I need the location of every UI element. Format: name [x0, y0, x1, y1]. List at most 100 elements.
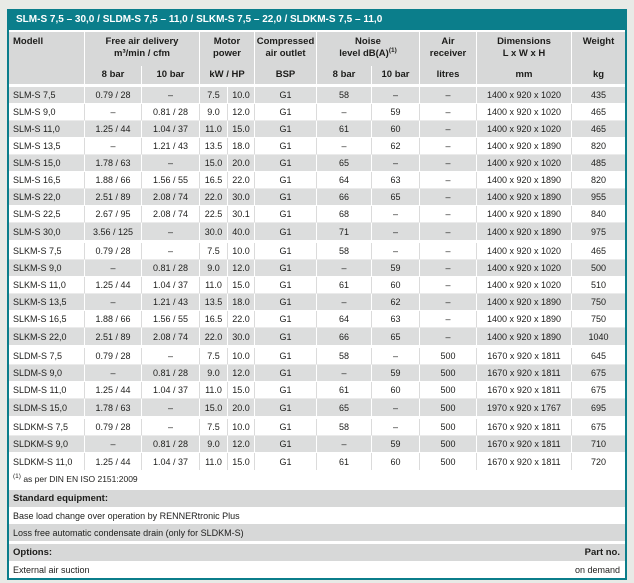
table-cell: 1670 x 920 x 1811 [477, 365, 572, 381]
table-cell: 64 [317, 311, 372, 327]
model-cell: SLKM-S 22,0 [9, 328, 85, 345]
table-cell: – [317, 294, 372, 310]
table-cell: 675 [590, 385, 607, 395]
table-cell: 12.0 [228, 260, 255, 276]
table-cell: – [420, 294, 477, 310]
table-row: SLDKM-S 7,5 0.79 / 28–7.5 10.0 G1 58–500 1670… [9, 419, 625, 436]
table-cell: 60 [372, 382, 420, 398]
table-cell: – [420, 172, 477, 188]
table-cell: G1 [255, 399, 317, 416]
model-cell: SLM-S 15,0 [9, 155, 85, 171]
table-cell: 15.0 [228, 453, 255, 470]
table-cell: – [420, 328, 477, 345]
table-cell: 750 [590, 314, 607, 324]
part-no-label: Part no. [584, 547, 620, 558]
table-cell: 9.0 [200, 260, 228, 276]
standard-equipment-header: Standard equipment: [9, 490, 625, 507]
table-cell: – [142, 419, 200, 435]
table-cell: 2.08 / 74 [142, 328, 200, 345]
table-cell: 11.0 [200, 453, 228, 470]
model-cell: SLDM-S 11,0 [9, 382, 85, 398]
table-cell: 65 [317, 399, 372, 416]
table-cell: 1.04 / 37 [142, 277, 200, 293]
model-cell: SLKM-S 16,5 [9, 311, 85, 327]
table-cell: 1400 x 920 x 1020 [477, 260, 572, 276]
table-cell: 0.81 / 28 [142, 260, 200, 276]
table-cell: 10.0 [228, 419, 255, 435]
subheader-litres: litres [420, 66, 477, 84]
table-cell: 60 [372, 453, 420, 470]
table-cell: – [85, 294, 142, 310]
table-cell: 0.81 / 28 [142, 104, 200, 120]
table-cell: 1.88 / 66 [85, 311, 142, 327]
subheader-mm: mm [477, 66, 572, 84]
header-motor-power: Motor power [200, 32, 255, 66]
model-section: SLDM-S 7,5 0.79 / 28–7.5 10.0 G1 58–500 1670 … [9, 348, 625, 416]
table-cell: – [420, 260, 477, 276]
table-cell: 500 [420, 419, 477, 435]
table-cell: 695 [590, 402, 607, 413]
model-cell: SLDM-S 15,0 [9, 399, 85, 416]
table-cell: 710 [590, 439, 607, 449]
model-cell: SLM-S 30,0 [9, 223, 85, 240]
table-cell: 1.21 / 43 [142, 138, 200, 154]
table-cell: – [372, 155, 420, 171]
table-cell: 2.51 / 89 [85, 328, 142, 345]
table-title: SLM-S 7,5 – 30,0 / SLDM-S 7,5 – 11,0 / S… [9, 9, 625, 30]
table-cell: 1670 x 920 x 1811 [477, 453, 572, 470]
table-cell: G1 [255, 311, 317, 327]
model-cell: SLDM-S 7,5 [9, 348, 85, 364]
table-cell: 1400 x 920 x 1890 [477, 138, 572, 154]
table-row: SLM-S 15,0 1.78 / 63–15.0 20.0 G1 65– –1400 x… [9, 155, 625, 172]
table-cell: 10.0 [228, 87, 255, 103]
table-cell: – [420, 223, 477, 240]
table-cell: – [420, 155, 477, 171]
table-cell: 11.0 [200, 277, 228, 293]
table-cell: 500 [420, 365, 477, 381]
table-cell: 15.0 [228, 277, 255, 293]
table-cell: 645 [590, 351, 607, 361]
table-cell: 0.79 / 28 [85, 87, 142, 103]
table-cell: 22.0 [200, 189, 228, 205]
table-cell: 1670 x 920 x 1811 [477, 436, 572, 452]
table-cell: 465 [590, 246, 607, 256]
standard-equipment-block: Standard equipment: Base load change ove… [9, 490, 625, 541]
table-cell: 61 [317, 121, 372, 137]
table-cell: G1 [255, 294, 317, 310]
table-cell: 58 [317, 243, 372, 259]
table-row: SLDM-S 11,0 1.25 / 44 1.04 / 37 11.0 15.0 G1 6… [9, 382, 625, 399]
model-cell: SLM-S 22,0 [9, 189, 85, 205]
table-cell: 65 [372, 189, 420, 205]
model-section: SLDKM-S 7,5 0.79 / 28–7.5 10.0 G1 58–500 1670… [9, 419, 625, 470]
table-cell: G1 [255, 189, 317, 205]
table-row: SLDM-S 7,5 0.79 / 28–7.5 10.0 G1 58–500 1670 … [9, 348, 625, 365]
table-cell: 18.0 [228, 294, 255, 310]
table-cell: 500 [420, 399, 477, 416]
table-cell: 1400 x 920 x 1890 [477, 328, 572, 345]
table-cell: – [372, 206, 420, 222]
table-cell: 1400 x 920 x 1890 [477, 206, 572, 222]
footnote-sup: (1) [13, 472, 21, 480]
footnote: (1) as per DIN EN ISO 2151:2009 [9, 470, 625, 487]
subheader-kw-hp: kW / HP [200, 66, 255, 84]
table-cell: G1 [255, 138, 317, 154]
table-cell: 64 [317, 172, 372, 188]
table-cell: 1400 x 920 x 1020 [477, 121, 572, 137]
table-cell: G1 [255, 243, 317, 259]
header-dimensions: Dimensions L x W x H [477, 32, 572, 66]
table-cell: 12.0 [228, 436, 255, 452]
table-cell: 7.5 [200, 87, 228, 103]
table-cell: – [420, 87, 477, 103]
spec-table: SLM-S 7,5 – 30,0 / SLDM-S 7,5 – 11,0 / S… [7, 9, 627, 580]
table-cell: – [317, 365, 372, 381]
model-cell: SLDKM-S 7,5 [9, 419, 85, 435]
table-cell: 840 [590, 209, 607, 219]
model-cell: SLKM-S 13,5 [9, 294, 85, 310]
table-cell: G1 [255, 348, 317, 364]
table-cell: 10.0 [228, 348, 255, 364]
table-cell: 65 [372, 328, 420, 345]
table-cell: 60 [372, 121, 420, 137]
table-cell: 71 [317, 223, 372, 240]
table-cell: – [142, 348, 200, 364]
